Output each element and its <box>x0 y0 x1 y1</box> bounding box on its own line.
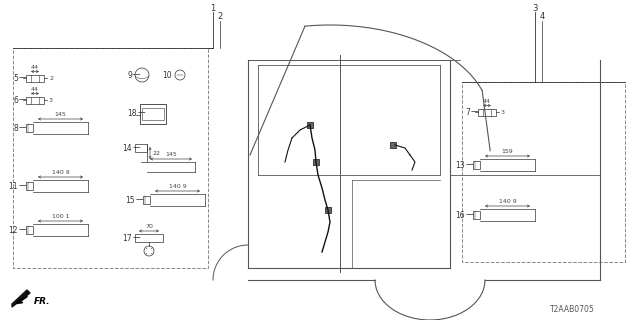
Text: —: — <box>19 95 27 105</box>
Text: —: — <box>136 196 143 204</box>
Bar <box>473 211 480 219</box>
Bar <box>26 97 44 103</box>
Text: 5: 5 <box>13 74 18 83</box>
Text: —: — <box>19 181 27 190</box>
Text: 44: 44 <box>483 99 491 103</box>
Text: 12: 12 <box>8 226 18 235</box>
Text: 140 9: 140 9 <box>52 170 69 175</box>
Bar <box>325 207 331 213</box>
Bar <box>140 104 166 124</box>
Text: 9: 9 <box>127 70 132 79</box>
Text: 140 9: 140 9 <box>168 184 186 189</box>
Text: 11: 11 <box>8 181 18 190</box>
Text: 159: 159 <box>502 149 513 154</box>
Bar <box>135 234 163 242</box>
Bar <box>135 144 147 152</box>
Bar <box>26 226 33 234</box>
Text: 145: 145 <box>54 112 67 117</box>
Text: 17: 17 <box>122 234 132 243</box>
Text: 7: 7 <box>465 108 470 116</box>
Text: —: — <box>133 143 141 153</box>
Text: 16: 16 <box>456 211 465 220</box>
Text: 13: 13 <box>456 161 465 170</box>
Text: 2: 2 <box>49 76 53 81</box>
Text: 8: 8 <box>13 124 18 132</box>
Text: 6: 6 <box>13 95 18 105</box>
Text: —: — <box>133 234 141 243</box>
Text: 100 1: 100 1 <box>52 214 69 219</box>
Polygon shape <box>12 290 30 307</box>
Text: 70: 70 <box>145 224 153 229</box>
Bar <box>462 82 625 262</box>
Text: 44: 44 <box>31 86 39 92</box>
Text: 44: 44 <box>31 65 39 69</box>
Bar <box>307 122 313 128</box>
Bar <box>390 142 396 148</box>
Bar <box>26 124 33 132</box>
Text: 3: 3 <box>501 109 505 115</box>
Text: T2AAB0705: T2AAB0705 <box>550 305 595 314</box>
Text: —: — <box>19 74 27 83</box>
Text: 3: 3 <box>532 4 538 12</box>
Text: 18: 18 <box>127 108 137 117</box>
Text: —: — <box>19 226 27 235</box>
Text: 2: 2 <box>218 12 223 20</box>
Text: —: — <box>466 161 474 170</box>
Text: —: — <box>138 108 146 117</box>
Text: 145: 145 <box>165 152 177 157</box>
Text: —: — <box>133 70 141 79</box>
Bar <box>142 108 164 120</box>
Text: 14: 14 <box>122 143 132 153</box>
Bar <box>473 161 480 169</box>
Text: 22: 22 <box>152 150 160 156</box>
Text: —: — <box>19 124 27 132</box>
Text: 3: 3 <box>49 98 53 102</box>
Text: 140 9: 140 9 <box>499 199 516 204</box>
Bar <box>26 182 33 190</box>
Bar <box>13 48 208 268</box>
Bar <box>478 108 496 116</box>
Text: —: — <box>466 211 474 220</box>
Text: 10: 10 <box>163 70 172 79</box>
Bar <box>313 159 319 165</box>
Text: 4: 4 <box>540 12 545 20</box>
Text: —: — <box>471 108 479 116</box>
Text: FR.: FR. <box>34 298 51 307</box>
Text: 1: 1 <box>211 4 216 12</box>
Bar <box>143 196 150 204</box>
Text: 15: 15 <box>125 196 135 204</box>
Bar <box>26 75 44 82</box>
